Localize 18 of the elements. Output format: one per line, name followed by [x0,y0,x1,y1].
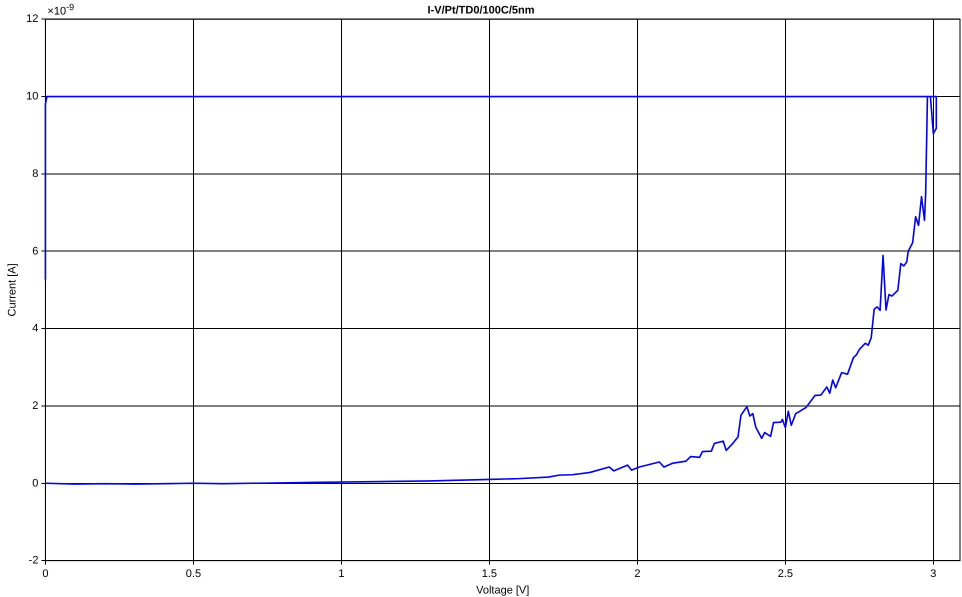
chart-title: I-V/Pt/TD0/100C/5nm [428,4,535,17]
x-tick-label: 1 [338,568,344,580]
x-tick-label: 2.5 [778,568,794,580]
y-tick-label: 0 [32,477,38,490]
x-tick-label: 0 [42,568,48,580]
x-tick-label: 0.5 [186,568,202,580]
y-tick-label: -2 [28,554,38,567]
x-tick-label: 2 [634,568,640,580]
x-tick-label: 3 [930,568,936,580]
y-tick-label: 10 [26,90,38,103]
y-tick-label: 12 [26,13,38,26]
y-tick-label: 2 [32,400,38,412]
y-axis-title: Current [A] [6,263,19,316]
y-tick-label: 4 [32,322,38,335]
x-tick-label: 1.5 [482,568,498,580]
x-axis-title: Voltage [V] [476,584,530,596]
y-tick-label: 8 [32,168,38,180]
y-tick-label: 6 [32,245,38,258]
